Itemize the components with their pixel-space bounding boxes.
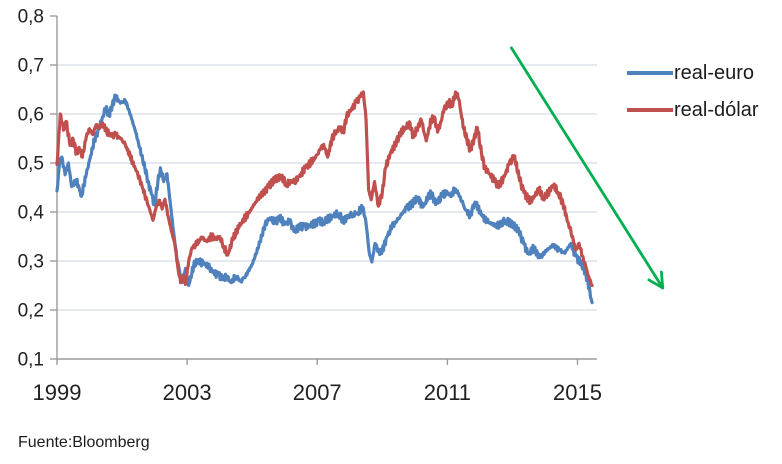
trend-arrow-head	[660, 270, 665, 290]
chart-legend: real-euro real-dólar	[627, 61, 758, 122]
x-axis-tick-label: 2015	[553, 380, 602, 405]
legend-swatch-dolar	[627, 108, 673, 112]
x-axis-tick-label: 1999	[33, 380, 82, 405]
y-axis-tick-label: 0,4	[18, 203, 45, 224]
x-axis-tick-label: 2007	[293, 380, 342, 405]
y-axis-tick-label: 0,8	[18, 7, 44, 28]
legend-item-real-dolar: real-dólar	[627, 98, 758, 122]
legend-item-real-euro: real-euro	[627, 61, 758, 85]
y-axis-tick-label: 0,3	[18, 252, 44, 273]
x-axis-tick-label: 2011	[424, 380, 471, 405]
source-note: Fuente:Bloomberg	[18, 434, 150, 451]
series-line-real-dolar	[55, 90, 594, 288]
y-axis-tick-label: 0,7	[18, 56, 44, 77]
legend-label-dolar: real-dólar	[674, 99, 759, 121]
trend-arrow-shaft	[509, 46, 665, 290]
y-axis-tick-label: 0,1	[18, 350, 44, 371]
y-axis-tick-label: 0,2	[18, 301, 44, 322]
legend-swatch-euro	[627, 71, 673, 75]
legend-label-euro: real-euro	[674, 62, 755, 84]
trend-arrow-head	[647, 278, 665, 290]
x-axis-tick-label: 2003	[163, 380, 212, 405]
y-axis-tick-label: 0,5	[18, 154, 44, 175]
series-line-real-euro	[55, 93, 594, 305]
y-axis-tick-label: 0,6	[18, 105, 44, 126]
